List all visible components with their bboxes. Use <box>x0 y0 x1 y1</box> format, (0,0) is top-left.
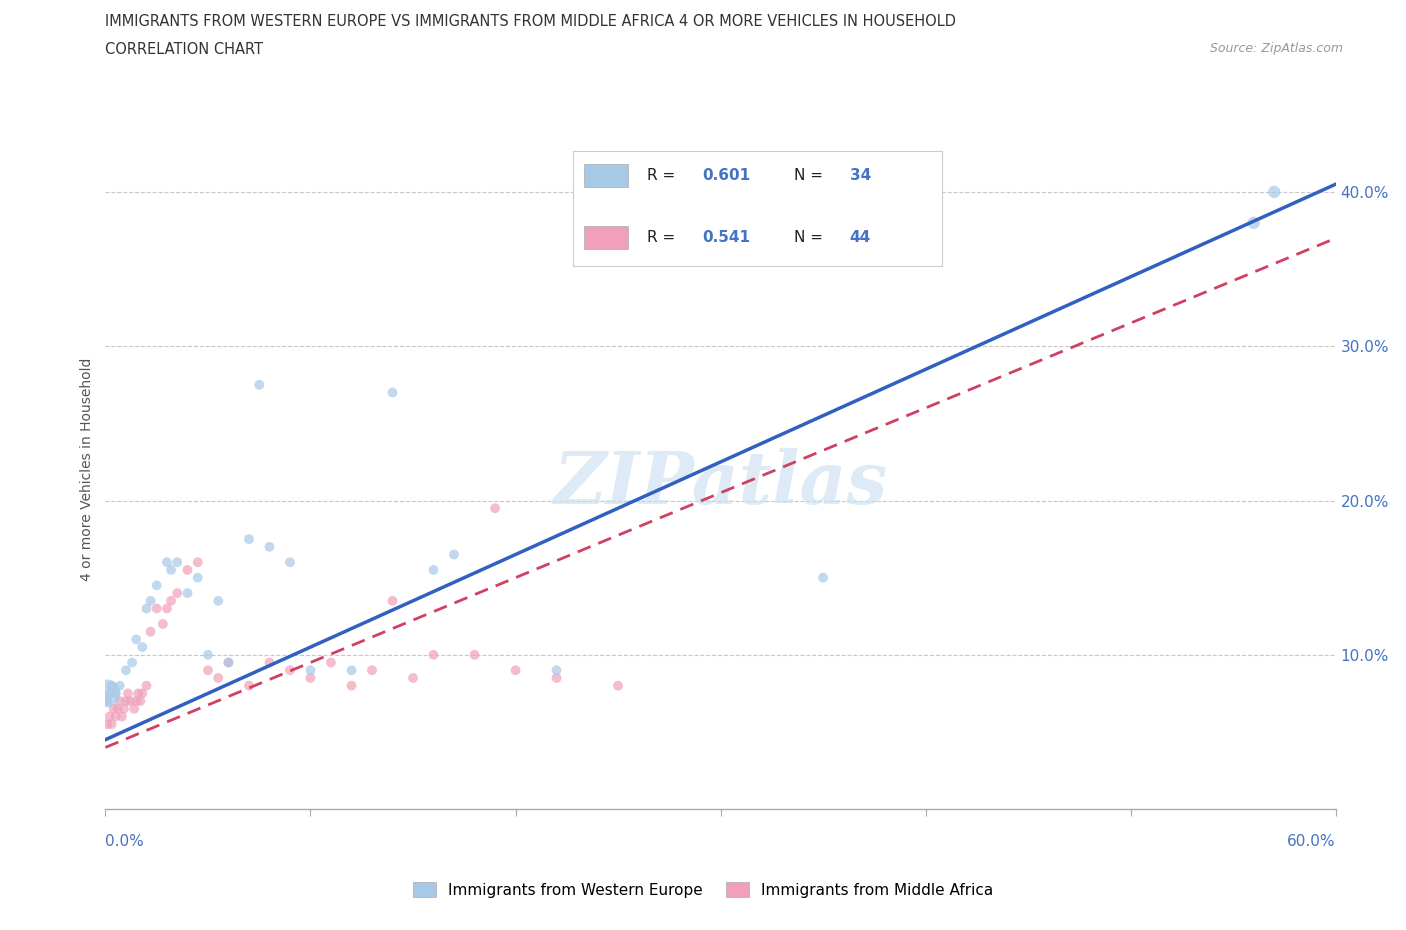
Point <box>139 624 162 639</box>
Point <box>166 586 188 601</box>
Legend: Immigrants from Western Europe, Immigrants from Middle Africa: Immigrants from Western Europe, Immigran… <box>406 875 1000 904</box>
Point <box>218 655 240 670</box>
Point <box>108 678 131 693</box>
Point <box>811 570 834 585</box>
Text: CORRELATION CHART: CORRELATION CHART <box>105 42 263 57</box>
Point <box>104 686 127 701</box>
Point <box>299 663 322 678</box>
Point <box>176 586 198 601</box>
Point <box>422 563 444 578</box>
Point <box>278 555 301 570</box>
Point <box>122 701 145 716</box>
Point <box>103 701 125 716</box>
Point <box>131 640 153 655</box>
Point <box>121 655 143 670</box>
Point <box>96 686 118 701</box>
Point <box>218 655 240 670</box>
Point <box>1263 184 1285 199</box>
Point <box>104 709 127 724</box>
Point <box>111 709 134 724</box>
Point <box>139 593 162 608</box>
Point <box>259 539 281 554</box>
Text: ZIPatlas: ZIPatlas <box>554 447 887 519</box>
Point <box>145 601 167 616</box>
Text: 0.0%: 0.0% <box>105 834 145 849</box>
Point <box>238 532 260 547</box>
Point <box>96 694 118 709</box>
Point <box>131 686 153 701</box>
Point <box>100 717 122 732</box>
Point <box>187 555 209 570</box>
Point <box>127 686 149 701</box>
Point <box>1243 216 1265 231</box>
Point <box>340 678 363 693</box>
Point <box>464 647 486 662</box>
Point <box>125 632 148 647</box>
Point <box>98 686 121 701</box>
Point <box>112 701 135 716</box>
Point <box>120 694 141 709</box>
Point <box>361 663 384 678</box>
Point <box>546 663 568 678</box>
Point <box>100 678 122 693</box>
Point <box>278 663 301 678</box>
Y-axis label: 4 or more Vehicles in Household: 4 or more Vehicles in Household <box>80 358 94 581</box>
Point <box>607 678 630 693</box>
Point <box>422 647 444 662</box>
Point <box>187 570 209 585</box>
Point <box>381 385 404 400</box>
Point <box>107 701 129 716</box>
Point <box>156 555 179 570</box>
Point <box>340 663 363 678</box>
Text: 60.0%: 60.0% <box>1288 834 1336 849</box>
Point <box>247 378 270 392</box>
Point <box>115 663 138 678</box>
Point <box>319 655 342 670</box>
Point <box>484 500 506 515</box>
Point <box>160 563 183 578</box>
Point <box>129 694 152 709</box>
Point <box>108 694 131 709</box>
Point <box>381 593 404 608</box>
Point <box>546 671 568 685</box>
Point <box>505 663 527 678</box>
Point <box>135 601 157 616</box>
Point <box>96 717 118 732</box>
Point <box>176 563 198 578</box>
Point <box>238 678 260 693</box>
Point <box>259 655 281 670</box>
Point <box>197 647 219 662</box>
Point <box>402 671 425 685</box>
Point <box>443 547 465 562</box>
Point <box>299 671 322 685</box>
Point <box>115 694 138 709</box>
Point <box>166 555 188 570</box>
Point <box>135 678 157 693</box>
Point <box>98 709 121 724</box>
Point <box>152 617 174 631</box>
Point <box>207 671 229 685</box>
Point <box>160 593 183 608</box>
Point <box>156 601 179 616</box>
Text: Source: ZipAtlas.com: Source: ZipAtlas.com <box>1209 42 1343 55</box>
Point <box>117 686 139 701</box>
Point <box>125 694 148 709</box>
Point <box>197 663 219 678</box>
Point <box>207 593 229 608</box>
Text: IMMIGRANTS FROM WESTERN EUROPE VS IMMIGRANTS FROM MIDDLE AFRICA 4 OR MORE VEHICL: IMMIGRANTS FROM WESTERN EUROPE VS IMMIGR… <box>105 14 956 29</box>
Point <box>145 578 167 592</box>
